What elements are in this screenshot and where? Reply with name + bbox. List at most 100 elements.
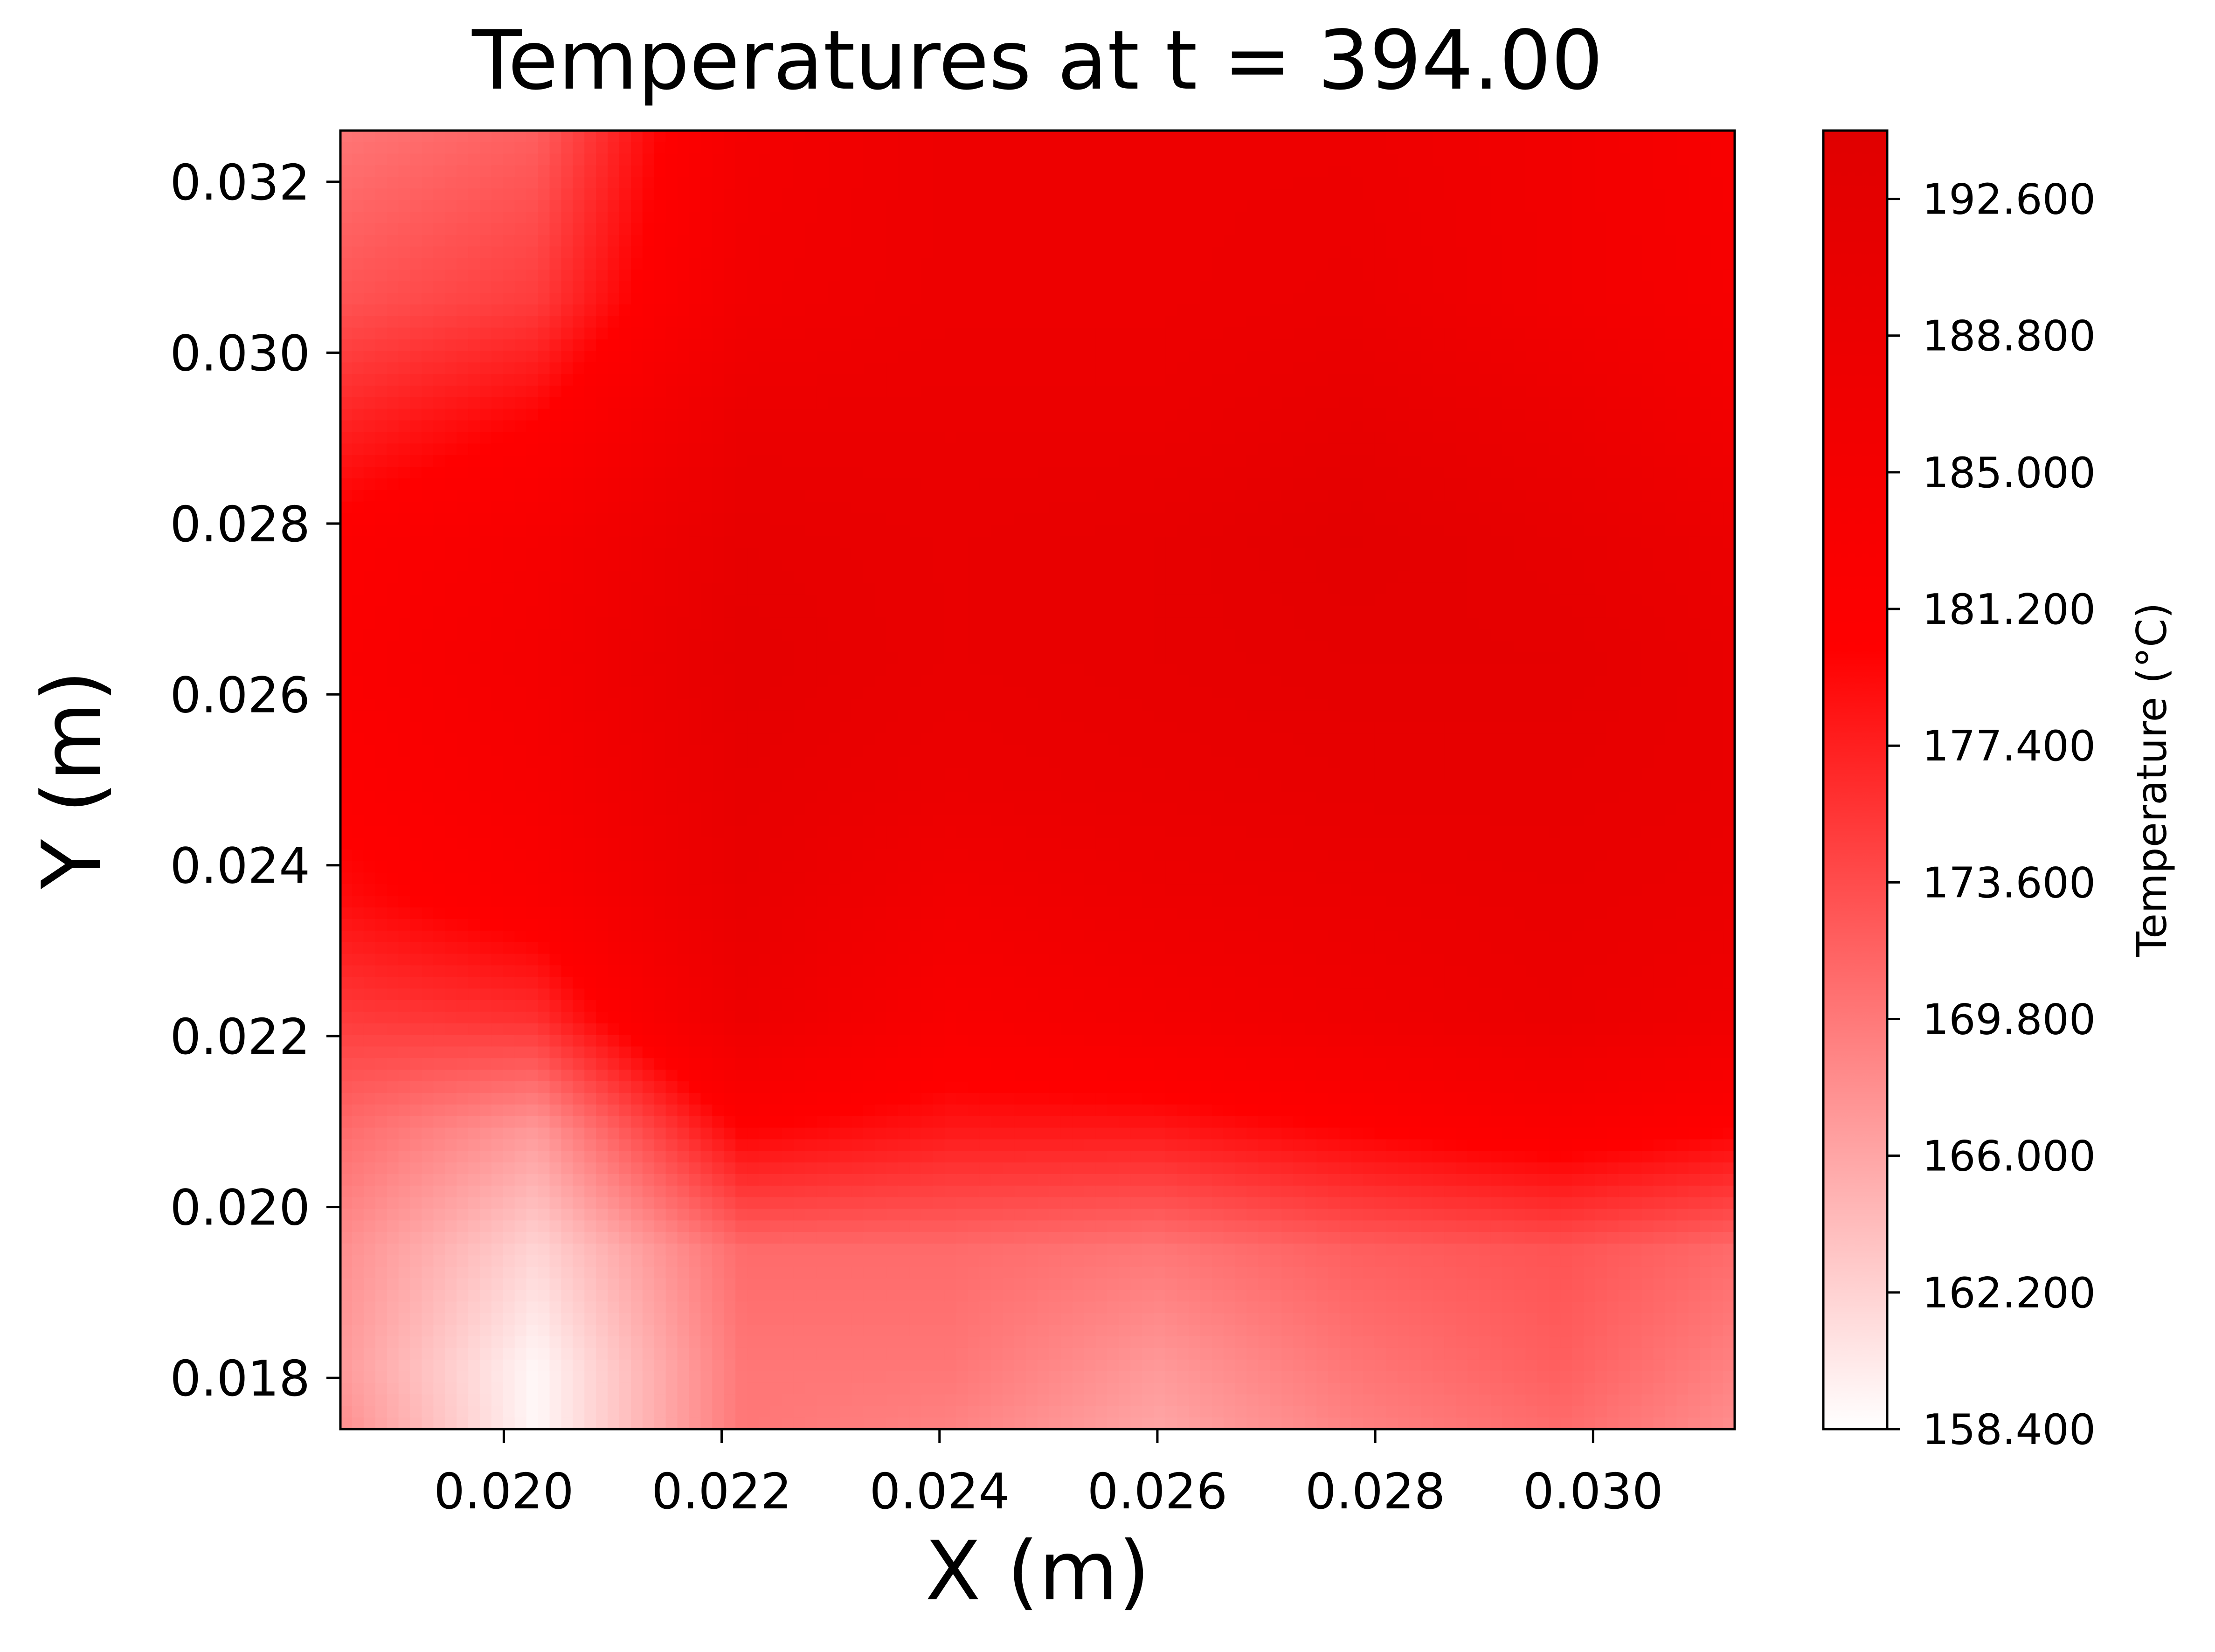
heatmap-cell (619, 177, 631, 189)
heatmap-cell (1049, 455, 1061, 468)
heatmap-cell (933, 490, 945, 502)
heatmap-cell (1211, 131, 1224, 143)
heatmap-cell (1374, 397, 1387, 409)
heatmap-cell (491, 478, 504, 491)
heatmap-cell (1665, 408, 1677, 421)
heatmap-cell (1119, 536, 1131, 549)
heatmap-cell (1072, 525, 1085, 537)
heatmap-cell (1258, 304, 1271, 317)
heatmap-cell (805, 235, 817, 247)
heatmap-cell (1165, 397, 1177, 409)
heatmap-cell (1305, 536, 1317, 549)
heatmap-cell (387, 339, 399, 352)
heatmap-cell (1711, 304, 1724, 317)
heatmap-cell (782, 142, 794, 154)
heatmap-cell (1653, 582, 1666, 595)
heatmap-cell (584, 362, 597, 375)
heatmap-cell (1026, 536, 1038, 549)
heatmap-cell (573, 339, 585, 352)
heatmap-cell (793, 525, 806, 537)
heatmap-cell (422, 177, 434, 189)
heatmap-cell (956, 571, 969, 583)
heatmap-cell (480, 571, 492, 583)
heatmap-cell (1060, 223, 1073, 235)
heatmap-cell (735, 339, 748, 352)
heatmap-cell (875, 571, 887, 583)
heatmap-cell (1456, 490, 1468, 502)
heatmap-cell (944, 582, 957, 595)
heatmap-cell (352, 571, 364, 583)
heatmap-cell (1165, 177, 1177, 189)
heatmap-cell (724, 223, 736, 235)
heatmap-cell (1490, 536, 1503, 549)
heatmap-cell (840, 571, 852, 583)
heatmap-cell (410, 293, 422, 305)
heatmap-cell (933, 560, 945, 572)
heatmap-cell (1676, 560, 1689, 572)
heatmap-cell (700, 420, 713, 433)
heatmap-cell (410, 548, 422, 560)
heatmap-cell (1456, 362, 1468, 375)
heatmap-cell (886, 374, 899, 387)
heatmap-cell (1374, 270, 1387, 282)
heatmap-cell (1467, 293, 1480, 305)
heatmap-cell (340, 200, 353, 213)
heatmap-cell (944, 467, 957, 479)
heatmap-cell (503, 408, 515, 421)
heatmap-cell (886, 327, 899, 340)
heatmap-cell (1305, 153, 1317, 166)
heatmap-cell (1398, 200, 1410, 213)
heatmap-cell (619, 536, 631, 549)
heatmap-cell (1363, 548, 1375, 560)
heatmap-cell (665, 478, 678, 491)
heatmap-cell (1549, 142, 1561, 154)
heatmap-cell (840, 188, 852, 201)
heatmap-cell (584, 131, 597, 143)
heatmap-cell (1235, 536, 1247, 549)
heatmap-cell (608, 153, 620, 166)
heatmap-cell (1049, 223, 1061, 235)
heatmap-cell (340, 560, 353, 572)
heatmap-cell (642, 362, 655, 375)
heatmap-cell (1409, 327, 1422, 340)
heatmap-cell (1433, 443, 1445, 456)
heatmap-cell (1595, 478, 1607, 491)
heatmap-cell (433, 548, 446, 560)
heatmap-cell (398, 467, 411, 479)
heatmap-cell (619, 386, 631, 398)
heatmap-cell (1711, 582, 1724, 595)
heatmap-cell (677, 142, 690, 154)
heatmap-cell (1606, 270, 1619, 282)
heatmap-cell (1665, 478, 1677, 491)
heatmap-cell (398, 223, 411, 235)
heatmap-cell (538, 165, 550, 178)
heatmap-cell (1177, 374, 1189, 387)
heatmap-cell (1676, 478, 1689, 491)
heatmap-cell (1235, 327, 1247, 340)
heatmap-cell (1456, 246, 1468, 259)
heatmap-cell (1641, 386, 1654, 398)
heatmap-cell (1537, 351, 1550, 363)
heatmap-cell (1246, 212, 1259, 224)
heatmap-cell (1142, 304, 1155, 317)
heatmap-cell (1490, 455, 1503, 468)
heatmap-cell (1316, 501, 1329, 514)
heatmap-cell (1351, 270, 1364, 282)
heatmap-cell (759, 223, 771, 235)
heatmap-cell (1316, 165, 1329, 178)
heatmap-cell (1072, 246, 1085, 259)
heatmap-cell (538, 258, 550, 270)
heatmap-cell (759, 351, 771, 363)
heatmap-cell (1618, 246, 1631, 259)
heatmap-cell (526, 293, 539, 305)
heatmap-cell (1293, 571, 1306, 583)
heatmap-cell (817, 408, 829, 421)
heatmap-cell (1479, 327, 1491, 340)
heatmap-cell (1270, 258, 1282, 270)
heatmap-cell (1328, 327, 1340, 340)
heatmap-cell (1490, 281, 1503, 294)
heatmap-cell (654, 258, 666, 270)
heatmap-cell (991, 188, 1004, 201)
heatmap-cell (979, 443, 992, 456)
heatmap-cell (1095, 582, 1108, 595)
